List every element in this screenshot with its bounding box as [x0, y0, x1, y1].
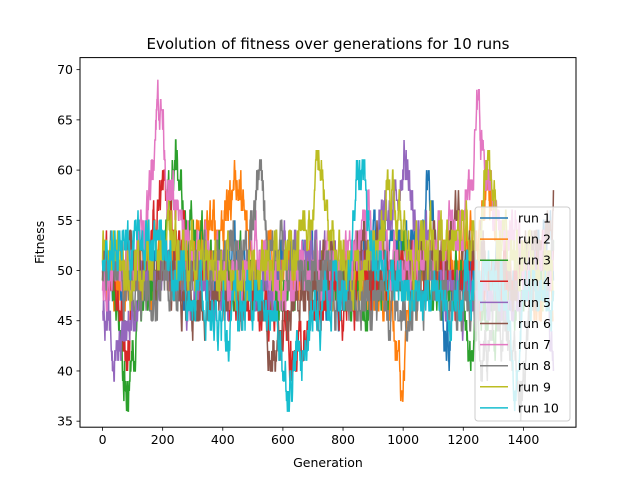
legend-entry: run 10 — [518, 400, 559, 415]
legend-entry: run 5 — [518, 295, 551, 310]
y-tick-label: 55 — [57, 213, 73, 228]
chart-title: Evolution of fitness over generations fo… — [146, 35, 509, 53]
legend-entry: run 4 — [518, 274, 551, 289]
x-tick-label: 600 — [271, 432, 295, 447]
x-tick-label: 1400 — [507, 432, 539, 447]
y-tick-label: 60 — [57, 163, 73, 178]
legend-entry: run 2 — [518, 232, 551, 247]
legend-entry: run 9 — [518, 379, 551, 394]
y-axis-label: Fitness — [32, 221, 47, 264]
x-axis: 0 200 400 600 800 1000 1200 1400 — [99, 427, 539, 447]
legend-entry: run 8 — [518, 358, 551, 373]
plot-frame — [79, 57, 577, 428]
x-tick-label: 200 — [151, 432, 175, 447]
x-tick-label: 400 — [211, 432, 235, 447]
y-tick-label: 70 — [57, 62, 73, 77]
x-tick-label: 1000 — [387, 432, 419, 447]
y-tick-label: 50 — [57, 263, 73, 278]
legend: run 1 run 2 run 3 run 4 run 5 run 6 run 7 run 8… — [474, 206, 571, 422]
y-axis: 35 40 45 50 55 60 65 70 — [57, 62, 80, 429]
y-tick-label: 40 — [57, 363, 73, 378]
y-tick-label: 45 — [57, 313, 73, 328]
legend-entry: run 1 — [518, 211, 551, 226]
y-tick-label: 35 — [57, 414, 73, 429]
y-tick-label: 65 — [57, 112, 73, 127]
x-tick-label: 0 — [99, 432, 107, 447]
x-tick-label: 1200 — [447, 432, 479, 447]
legend-entry: run 3 — [518, 253, 551, 268]
x-tick-label: 800 — [331, 432, 355, 447]
legend-entry: run 7 — [518, 337, 551, 352]
legend-entry: run 6 — [518, 316, 551, 331]
x-axis-label: Generation — [293, 455, 363, 470]
